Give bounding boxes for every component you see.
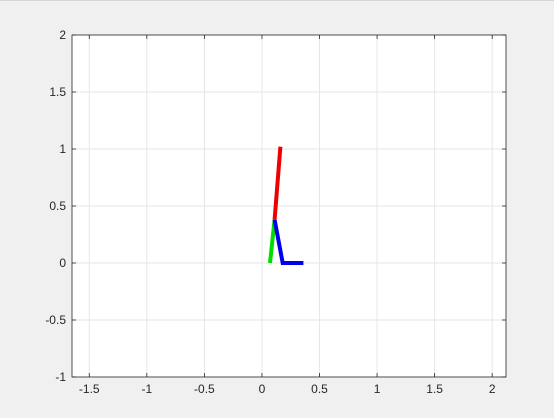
x-tick-label: -1.5	[79, 382, 100, 396]
x-tick-label: 0	[259, 382, 266, 396]
x-tick-label: -1	[141, 382, 152, 396]
y-tick-label: 0	[59, 256, 66, 270]
x-tick-label: 1.5	[426, 382, 443, 396]
series-line-2	[272, 219, 304, 265]
y-tick-label: -1	[55, 370, 66, 384]
series-line-3	[272, 146, 283, 220]
y-tick-labels: 2 1.5 1 0.5 0 -0.5 -1	[45, 28, 66, 384]
y-tick-label: 1	[59, 142, 66, 156]
y-tick-label: -0.5	[45, 313, 66, 327]
tick-marks	[72, 34, 506, 378]
y-tick-label: 2	[59, 28, 66, 42]
figure-border	[0, 0, 554, 1]
x-tick-label: 2	[489, 382, 496, 396]
x-tick-label: 0.5	[311, 382, 328, 396]
x-tick-label: 1	[374, 382, 381, 396]
y-tick-label: 0.5	[49, 199, 66, 213]
series-line-1	[268, 219, 277, 264]
x-tick-labels: -1.5 -1 -0.5 0 0.5 1 1.5 2	[79, 382, 496, 396]
x-tick-label: -0.5	[194, 382, 215, 396]
y-tick-label: 1.5	[49, 85, 66, 99]
series-group	[268, 146, 304, 265]
